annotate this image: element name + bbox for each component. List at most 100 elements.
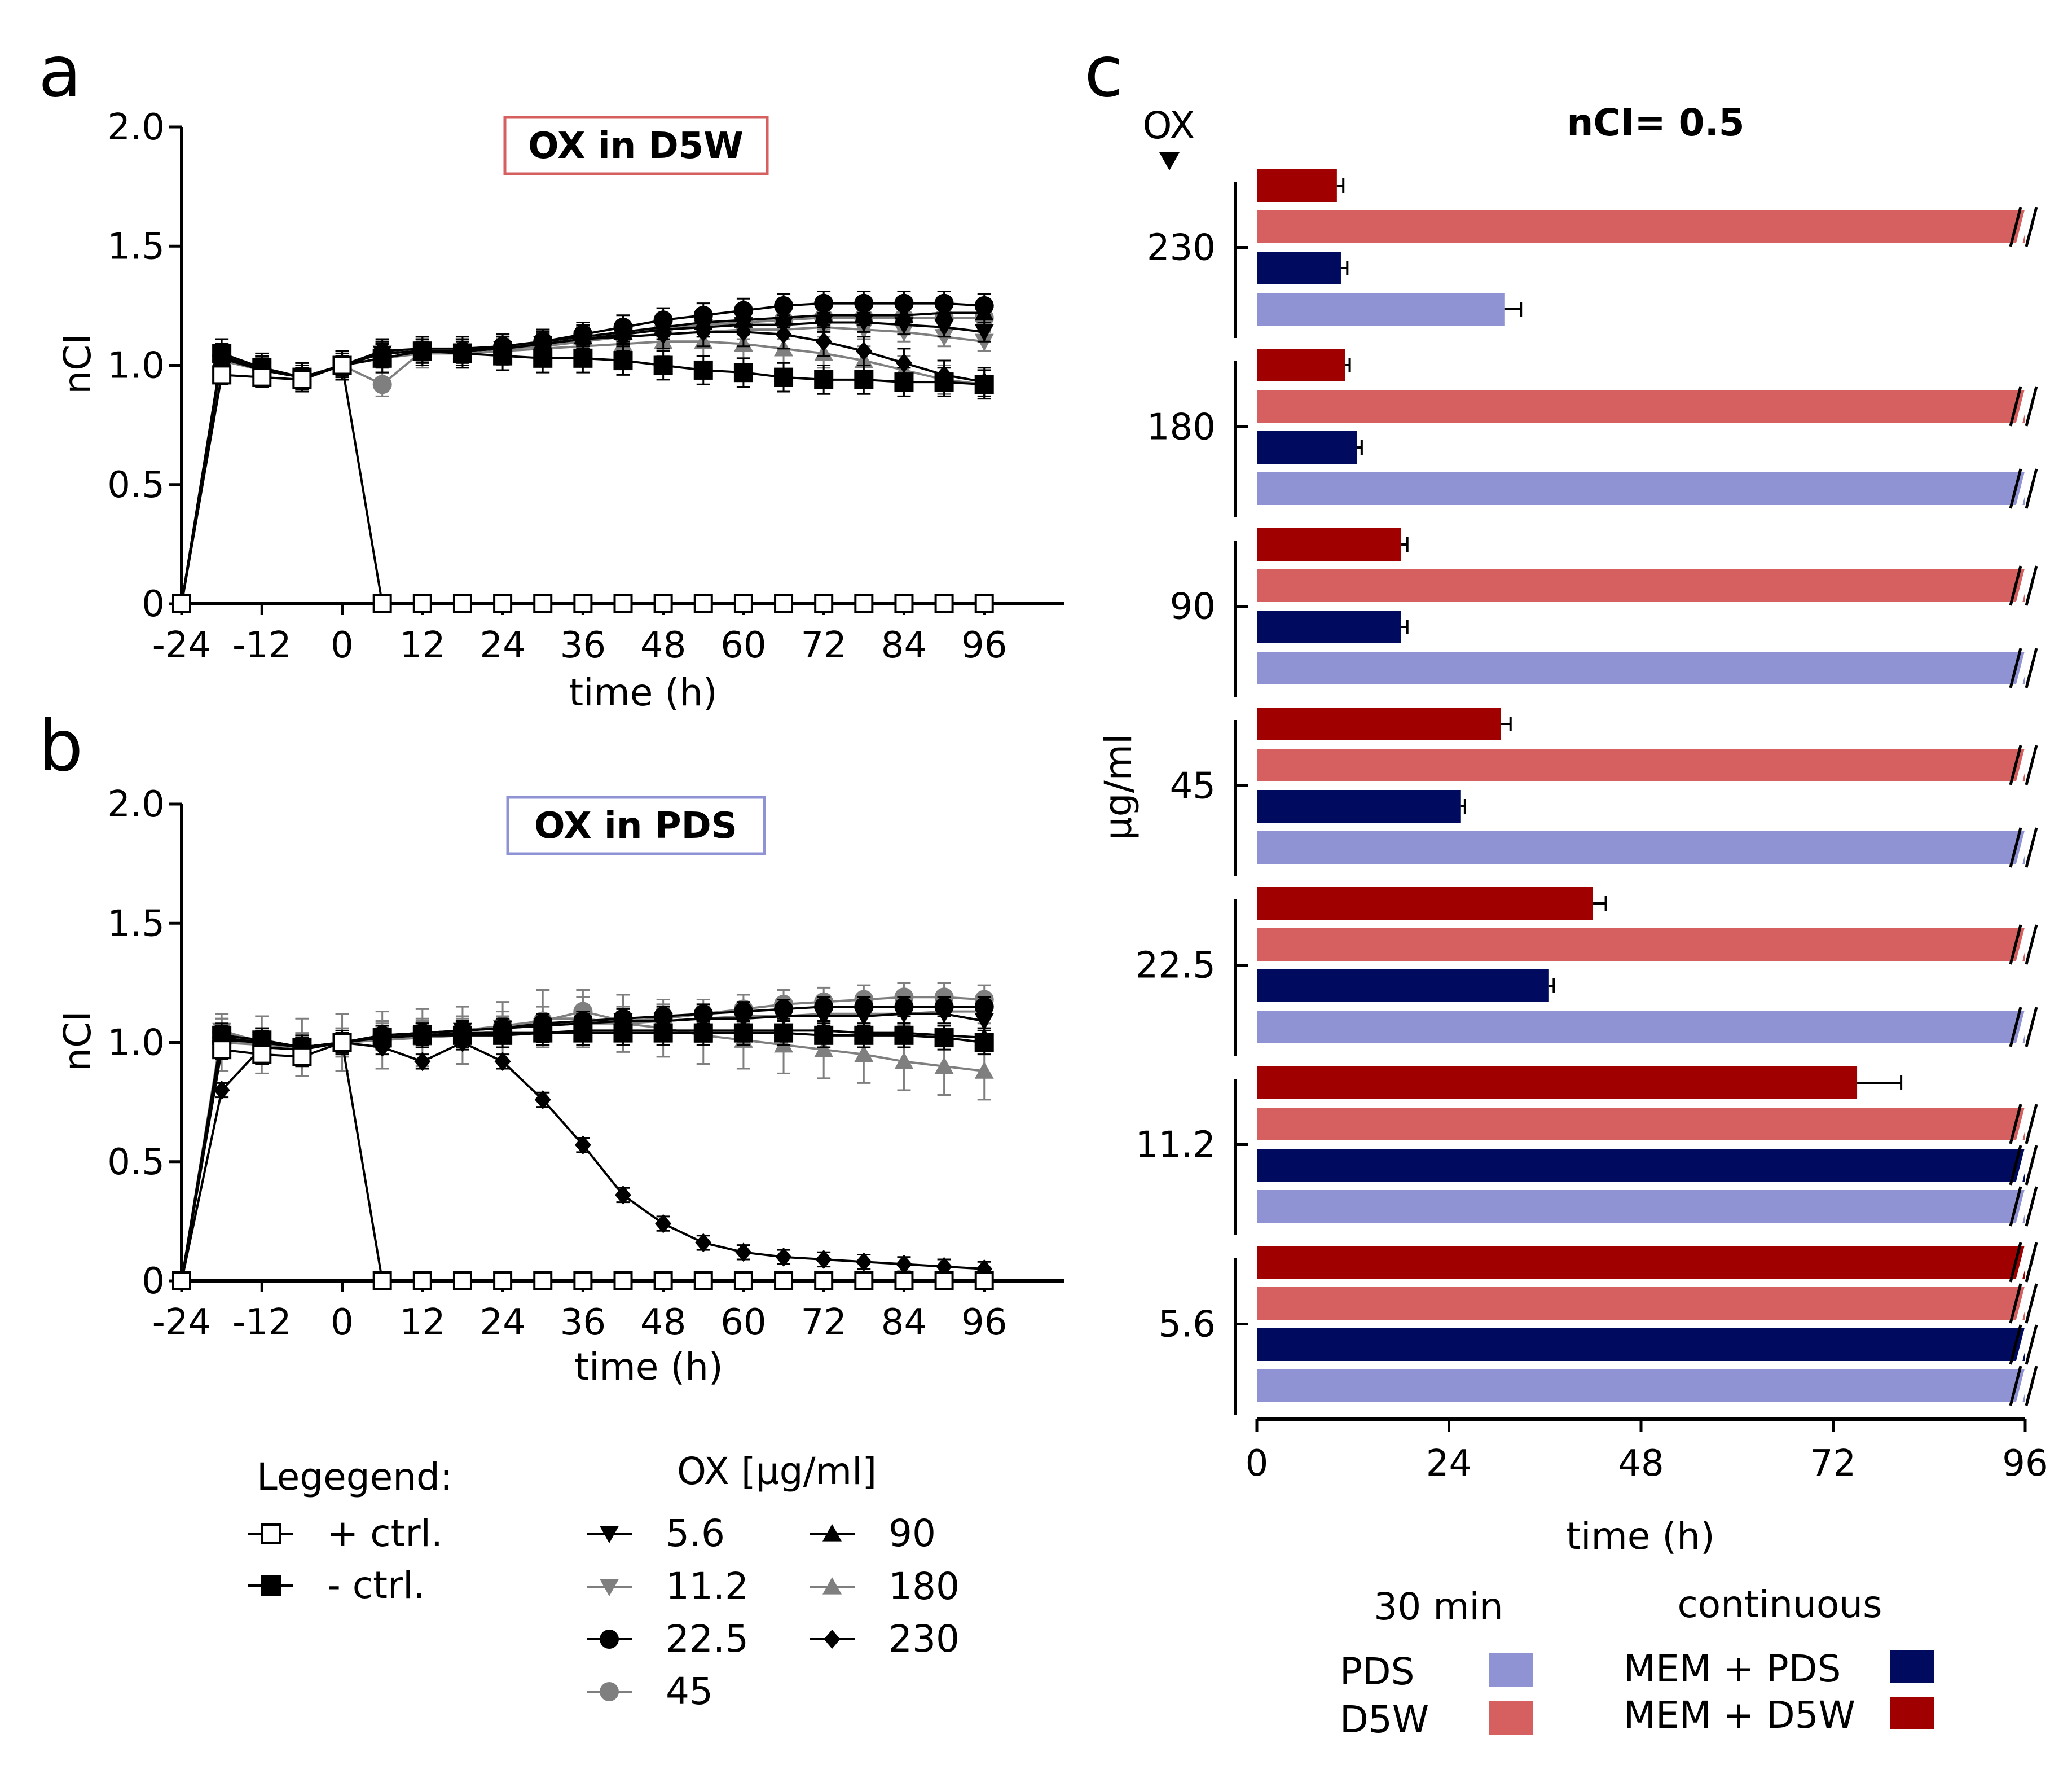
legend-item-marker	[600, 1682, 619, 1701]
panel-a-data-point	[412, 341, 432, 361]
axis-break-icon	[2009, 1186, 2038, 1227]
panel-a-data-point	[814, 305, 834, 323]
panel-a-data-point	[695, 322, 712, 342]
panel-b-data-point	[814, 1025, 834, 1045]
legend-item-label: 11.2	[666, 1565, 749, 1608]
panel-a-y-tick-label: 0	[142, 583, 165, 625]
panel-b-data-point	[615, 1185, 631, 1205]
bar-d5w	[1257, 390, 2025, 423]
axis-break-gap	[2015, 1186, 2032, 1227]
legend-pos-ctrl: + ctrl.	[248, 1512, 443, 1555]
legend-item-marker	[822, 1524, 842, 1542]
panel-a-data-point	[212, 344, 232, 363]
panel-b-data-point	[733, 1271, 753, 1290]
panel-c-x-tick-label: 24	[1426, 1443, 1472, 1485]
legend-item-label: 180	[888, 1565, 960, 1608]
panel-b-data-point	[414, 1052, 431, 1072]
bar-group-5-6: 5.6	[1158, 1241, 2038, 1415]
axis-break-slash	[2025, 1324, 2038, 1365]
panel-a-label-box	[503, 116, 769, 175]
panel-b-x-tick-label: 48	[640, 1302, 686, 1343]
panel-b-x-axis-label: time (h)	[574, 1345, 723, 1389]
bar-mem-d5w	[1257, 528, 1401, 561]
panel-c-x-tick-label: 0	[1246, 1443, 1269, 1485]
panel-a-data-point	[655, 324, 672, 344]
panel-a-y-tick-label: 1.0	[107, 345, 165, 387]
axis-break-gap	[2015, 1324, 2032, 1366]
panel-a-x-tick-label: 72	[800, 625, 846, 666]
legend-item-marker	[600, 1579, 619, 1596]
panel-a-y-tick-label: 0.5	[107, 464, 165, 506]
panel-b-data-point	[493, 1271, 513, 1290]
panel-a-data-point	[693, 594, 713, 613]
panel-b-data-point	[573, 1023, 593, 1043]
panel-a-x-axis-label: time (h)	[569, 671, 717, 714]
group-label: 5.6	[1158, 1304, 1216, 1346]
panel-letter-c: c	[1084, 31, 1123, 113]
axis-break-slash	[2009, 1186, 2022, 1227]
panel-a-chart: OX in D5W 0 0.5 1.0 1.5 2.0 -24 -12 0 12 24 36 48 60…	[56, 107, 1064, 714]
axis-break-icon	[2009, 1283, 2038, 1324]
panel-a-data-point	[775, 324, 792, 344]
panel-b-data-point	[332, 1033, 352, 1052]
panel-a-data-point	[974, 333, 994, 352]
axis-break-slash	[2009, 1242, 2022, 1283]
panel-a-series-line	[181, 363, 984, 605]
axis-break-icon	[2009, 1365, 2038, 1407]
panel-b-label-box	[506, 796, 766, 855]
panel-a-data-point	[735, 322, 752, 342]
panel-b-data-point	[574, 1135, 591, 1155]
panel-a-data-point	[493, 594, 513, 613]
legend-pos-ctrl-label: + ctrl.	[327, 1512, 443, 1555]
panel-a-y-axis-label: nCI	[56, 333, 99, 394]
axis-break-gap	[2015, 1241, 2032, 1283]
panel-b-data-point	[695, 1233, 712, 1253]
panel-a-data-point	[774, 308, 794, 326]
bar-pds	[1257, 293, 1505, 326]
panel-b-data-point	[213, 1081, 230, 1100]
panel-c-chart: nCI= 0.5 OX µg/ml 230180904522.511.25.6 …	[1097, 101, 2048, 1558]
axis-break-slash	[2009, 1145, 2022, 1186]
axis-break-icon	[2009, 1324, 2038, 1366]
panel-b-data-point	[655, 1214, 672, 1233]
bar-mem-d5w	[1257, 887, 1593, 920]
axis-break-gap	[2015, 1144, 2032, 1186]
panel-a-data-point	[252, 367, 272, 387]
axis-break-icon	[2009, 1144, 2038, 1186]
panel-a-data-point	[533, 594, 553, 613]
panel-a-x-tick-label: -24	[152, 625, 212, 666]
panel-c-axes: 0 24 48 72 96	[1246, 1417, 2048, 1485]
panel-a-data-point	[774, 367, 794, 387]
panel-a-data-point	[974, 594, 994, 613]
panel-b-data-point	[934, 1056, 954, 1074]
panel-b-data-point	[733, 1002, 753, 1021]
panel-a-data-point	[452, 594, 472, 613]
axis-break-slash	[2025, 207, 2038, 247]
ox-arrow-icon	[1159, 152, 1180, 170]
axis-break-gap	[2015, 565, 2032, 607]
legend-ox-items: 5.6 11.2 22.5 45 90 180 230	[587, 1512, 960, 1713]
panel-a-y-tick-label: 1.5	[107, 226, 165, 267]
legend-item-180: 180	[810, 1565, 960, 1608]
panel-a-data-point	[613, 351, 633, 371]
panel-b-data-point	[534, 1090, 551, 1109]
panel-a-data-point	[855, 341, 872, 361]
panel-a-data-point	[372, 348, 392, 368]
panel-b-data-point	[573, 1271, 593, 1290]
panel-b-axes: 0 0.5 1.0 1.5 2.0 -24 -12 0 12 24 36 48 60 72 84 96	[107, 784, 1064, 1343]
panel-b-data-point	[653, 1023, 673, 1043]
panel-a-data-point	[292, 370, 312, 389]
panel-b-y-tick-label: 0	[142, 1261, 165, 1302]
panel-b-x-tick-label: -12	[232, 1302, 292, 1343]
bar-mem-d5w	[1257, 708, 1501, 740]
panel-b-x-tick-label: 0	[331, 1302, 354, 1343]
group-label: 22.5	[1136, 945, 1216, 987]
bar-d5w	[1257, 1108, 2025, 1140]
panel-a-data-point	[172, 594, 191, 613]
axis-break-slash	[2009, 924, 2022, 965]
panel-b-data-point	[533, 1023, 553, 1043]
panel-a-data-point	[212, 365, 232, 385]
panel-a-data-point	[774, 594, 794, 613]
panel-a-data-point	[452, 344, 472, 363]
panel-a-x-tick-label: 48	[640, 625, 686, 666]
